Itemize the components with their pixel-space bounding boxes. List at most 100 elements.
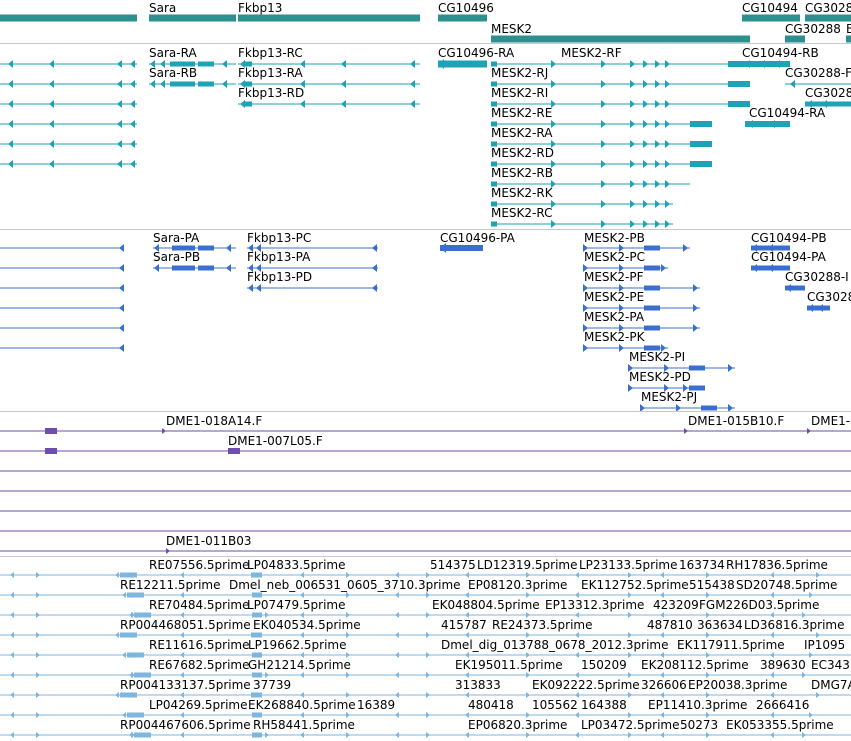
est-label[interactable]: IP1095 xyxy=(804,638,846,652)
transcript-label[interactable]: Sara-RB xyxy=(149,66,198,80)
est-strand-arrow[interactable] xyxy=(131,732,135,738)
est-label[interactable]: 313833 xyxy=(455,678,501,692)
est-strand-arrow[interactable] xyxy=(395,732,399,738)
est-label[interactable]: 423209 xyxy=(653,598,699,612)
transcript-exon[interactable] xyxy=(438,60,487,68)
protein-strand-arrow[interactable] xyxy=(683,244,688,252)
protein-strand-arrow[interactable] xyxy=(583,344,588,352)
protein-strand-arrow[interactable] xyxy=(664,384,669,392)
transcript-strand-arrow[interactable] xyxy=(807,100,812,108)
est-strand-arrow[interactable] xyxy=(465,572,469,578)
est-block[interactable] xyxy=(252,672,262,678)
transcript-strand-arrow[interactable] xyxy=(49,140,54,148)
protein-label[interactable]: Sara-PA xyxy=(153,231,200,245)
est-label[interactable]: 389630 xyxy=(760,658,806,672)
est-label[interactable]: Dmel_dig_013788_0678_2012.3prime xyxy=(441,638,669,652)
est-strand-arrow[interactable] xyxy=(575,712,579,718)
est-strand-arrow[interactable] xyxy=(526,712,530,718)
est-strand-arrow[interactable] xyxy=(265,672,269,678)
protein-strand-arrow[interactable] xyxy=(583,284,588,292)
transcript-strand-arrow[interactable] xyxy=(601,120,606,128)
transcript-strand-arrow[interactable] xyxy=(117,80,122,88)
transcript-strand-arrow[interactable] xyxy=(117,160,122,168)
est-label[interactable]: EP20038.3prime xyxy=(688,678,788,692)
transcript-strand-arrow[interactable] xyxy=(643,100,648,108)
est-label[interactable]: EK053355.5prime xyxy=(726,718,834,732)
gene-glyph[interactable] xyxy=(805,14,851,22)
est-strand-arrow[interactable] xyxy=(660,692,664,698)
est-label[interactable]: 487810 xyxy=(647,618,693,632)
protein-strand-arrow[interactable] xyxy=(818,304,823,312)
est-strand-arrow[interactable] xyxy=(526,672,530,678)
est-strand-arrow[interactable] xyxy=(426,672,430,678)
est-strand-arrow[interactable] xyxy=(628,692,632,698)
est-block[interactable] xyxy=(120,692,137,698)
est-label[interactable]: EK112752.5prime xyxy=(581,578,689,592)
est-strand-arrow[interactable] xyxy=(465,732,469,738)
est-strand-arrow[interactable] xyxy=(346,732,350,738)
est-block[interactable] xyxy=(252,652,262,658)
transcript-strand-arrow[interactable] xyxy=(630,180,635,188)
transcript-exon[interactable] xyxy=(491,81,497,87)
est-strand-arrow[interactable] xyxy=(706,672,710,678)
est-strand-arrow[interactable] xyxy=(10,672,14,678)
transcript-exon[interactable] xyxy=(491,121,497,127)
est-strand-arrow[interactable] xyxy=(180,732,184,738)
clone-end-marker[interactable] xyxy=(166,548,170,554)
protein-strand-arrow[interactable] xyxy=(640,404,645,412)
gene-glyph[interactable] xyxy=(0,14,137,22)
transcript-label[interactable]: CG10496-RA xyxy=(438,46,515,60)
transcript-strand-arrow[interactable] xyxy=(665,180,670,188)
est-strand-arrow[interactable] xyxy=(426,592,430,598)
clone-end-marker[interactable] xyxy=(684,428,688,434)
transcript-strand-arrow[interactable] xyxy=(655,160,660,168)
transcript-label[interactable]: MESK2-RE xyxy=(491,106,553,120)
est-strand-arrow[interactable] xyxy=(346,652,350,658)
est-label[interactable]: EK268840.5prime xyxy=(248,698,356,712)
protein-label[interactable]: MESK2-PI xyxy=(629,350,686,364)
transcript-strand-arrow[interactable] xyxy=(551,180,556,188)
protein-exon[interactable] xyxy=(198,245,214,251)
est-label[interactable]: FGM226D03.5prime xyxy=(699,598,820,612)
protein-label[interactable]: MESK2-PC xyxy=(584,250,646,264)
protein-strand-arrow[interactable] xyxy=(583,244,588,252)
est-strand-arrow[interactable] xyxy=(346,612,350,618)
est-label[interactable]: RE07556.5prime xyxy=(149,558,250,572)
est-strand-arrow[interactable] xyxy=(770,732,774,738)
est-strand-arrow[interactable] xyxy=(36,632,40,638)
est-strand-arrow[interactable] xyxy=(770,572,774,578)
transcript-exon[interactable] xyxy=(728,81,750,87)
transcript-strand-arrow[interactable] xyxy=(117,120,122,128)
transcript-strand-arrow[interactable] xyxy=(410,60,415,68)
est-strand-arrow[interactable] xyxy=(180,632,184,638)
gene-glyph[interactable] xyxy=(742,14,800,22)
transcript-strand-arrow[interactable] xyxy=(630,140,635,148)
transcript-strand-arrow[interactable] xyxy=(665,120,670,128)
transcript-exon[interactable] xyxy=(690,121,712,127)
est-strand-arrow[interactable] xyxy=(10,572,14,578)
est-strand-arrow[interactable] xyxy=(706,612,710,618)
est-strand-arrow[interactable] xyxy=(660,632,664,638)
transcript-strand-arrow[interactable] xyxy=(300,100,305,108)
transcript-strand-arrow[interactable] xyxy=(655,60,660,68)
est-strand-arrow[interactable] xyxy=(115,692,119,698)
est-strand-arrow[interactable] xyxy=(36,712,40,718)
transcript-label[interactable]: MESK2-RI xyxy=(491,86,549,100)
est-strand-arrow[interactable] xyxy=(465,592,469,598)
gene-glyph[interactable] xyxy=(149,14,236,22)
gene-label[interactable]: Fkbp13 xyxy=(238,1,283,15)
est-block[interactable] xyxy=(252,592,262,598)
transcript-strand-arrow[interactable] xyxy=(341,100,346,108)
est-strand-arrow[interactable] xyxy=(395,572,399,578)
transcript-strand-arrow[interactable] xyxy=(551,160,556,168)
transcript-strand-arrow[interactable] xyxy=(130,60,135,68)
transcript-strand-arrow[interactable] xyxy=(655,120,660,128)
est-strand-arrow[interactable] xyxy=(115,632,119,638)
est-strand-arrow[interactable] xyxy=(395,712,399,718)
est-strand-arrow[interactable] xyxy=(36,732,40,738)
transcript-exon[interactable] xyxy=(491,161,497,167)
est-strand-arrow[interactable] xyxy=(628,612,632,618)
protein-label[interactable]: Fkbp13-PA xyxy=(247,250,311,264)
est-label[interactable]: 37739 xyxy=(253,678,292,692)
est-strand-arrow[interactable] xyxy=(10,652,14,658)
